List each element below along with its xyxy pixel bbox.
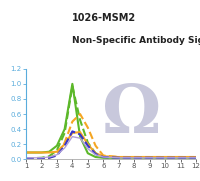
Text: Ω: Ω xyxy=(102,81,161,147)
Text: 1026-MSM2: 1026-MSM2 xyxy=(72,13,136,23)
Text: Non-Specific Antibody Signal <10%: Non-Specific Antibody Signal <10% xyxy=(72,36,200,45)
